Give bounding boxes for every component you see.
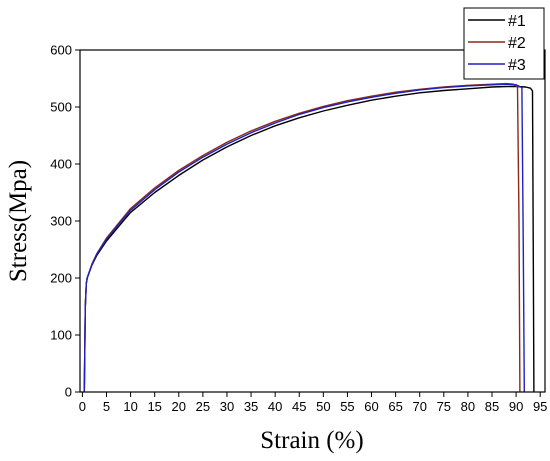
y-tick-label: 500 bbox=[50, 100, 72, 115]
x-tick-label: 90 bbox=[509, 399, 523, 414]
x-tick-label: 25 bbox=[196, 399, 210, 414]
plot-frame bbox=[79, 49, 546, 393]
x-tick-label: 50 bbox=[316, 399, 330, 414]
x-tick-label: 10 bbox=[123, 399, 137, 414]
x-tick-label: 65 bbox=[388, 399, 402, 414]
x-tick-label: 75 bbox=[437, 399, 451, 414]
y-tick-label: 0 bbox=[65, 385, 72, 400]
x-tick-label: 30 bbox=[220, 399, 234, 414]
y-tick-label: 300 bbox=[50, 214, 72, 229]
x-tick-label: 60 bbox=[364, 399, 378, 414]
y-tick-label: 100 bbox=[50, 328, 72, 343]
y-tick-label: 400 bbox=[50, 157, 72, 172]
series-layer bbox=[83, 82, 535, 393]
x-tick-label: 85 bbox=[485, 399, 499, 414]
x-tick-label: 80 bbox=[461, 399, 475, 414]
x-tick-label: 5 bbox=[103, 399, 110, 414]
series-line-2 bbox=[83, 82, 521, 393]
x-tick-label: 70 bbox=[412, 399, 426, 414]
x-tick-label: 20 bbox=[172, 399, 186, 414]
legend-label-2: #2 bbox=[508, 35, 526, 52]
x-axis-title: Strain (%) bbox=[260, 427, 363, 454]
y-axis-title: Stress(Mpa) bbox=[5, 160, 32, 282]
x-tick-label: 40 bbox=[268, 399, 282, 414]
x-tick-label: 15 bbox=[147, 399, 161, 414]
x-tick-label: 0 bbox=[79, 399, 86, 414]
legend-label-3: #3 bbox=[508, 57, 526, 74]
legend: #1 #2 #3 bbox=[463, 7, 545, 80]
ticks-layer: 0 5 10 15 20 25 30 35 40 45 50 55 60 65 70 75 80 85 90 95 0 1… bbox=[50, 43, 547, 415]
legend-box bbox=[463, 7, 545, 80]
x-tick-label: 45 bbox=[292, 399, 306, 414]
x-tick-label: 95 bbox=[533, 399, 547, 414]
x-tick-label: 35 bbox=[244, 399, 258, 414]
legend-label-1: #1 bbox=[508, 13, 526, 30]
y-tick-label: 600 bbox=[50, 43, 72, 58]
x-tick-label: 55 bbox=[340, 399, 354, 414]
series-line-3 bbox=[83, 83, 525, 393]
y-tick-label: 200 bbox=[50, 271, 72, 286]
series-line-1 bbox=[83, 85, 535, 393]
